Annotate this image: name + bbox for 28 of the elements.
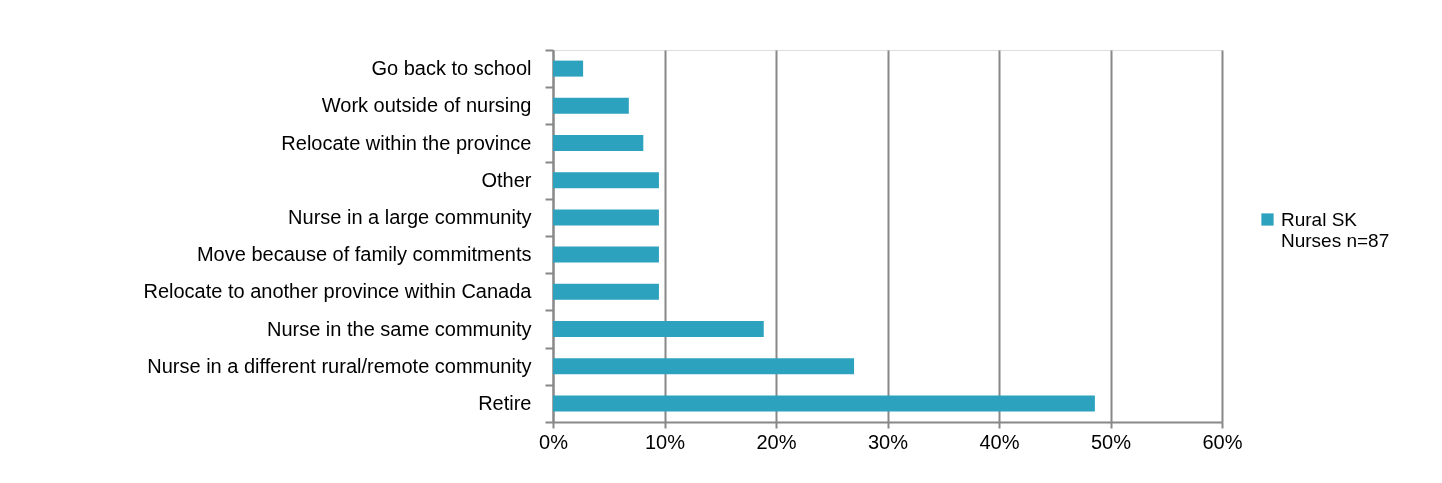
x-tick-label: 40%: [979, 430, 1020, 453]
y-tick-label: Move because of family commitments: [196, 243, 532, 266]
y-tick-label: Other: [481, 168, 532, 191]
y-tick-label: Nurse in a different rural/remote community: [147, 354, 532, 377]
y-tick-label: Relocate within the province: [281, 131, 532, 154]
y-tick-label: Nurse in the same community: [266, 317, 532, 340]
bar: [553, 97, 629, 114]
y-tick-label: Nurse in a large community: [288, 205, 532, 228]
y-tick-label: Work outside of nursing: [321, 94, 532, 117]
y-tick-label: Go back to school: [371, 57, 532, 80]
bar: [553, 60, 584, 77]
legend-label: Rural SK Nurses n=87: [1281, 208, 1390, 251]
bar: [553, 172, 659, 189]
x-tick-label: 0%: [539, 430, 569, 453]
x-tick-label: 60%: [1202, 430, 1243, 453]
x-tick-label: 10%: [644, 430, 686, 453]
bar: [553, 209, 659, 226]
bar: [553, 135, 644, 151]
y-tick-label: Relocate to another province within Canada: [143, 280, 533, 303]
bar: [553, 321, 764, 337]
x-tick-label: 20%: [756, 430, 797, 453]
bar: [553, 358, 855, 375]
bar: [553, 395, 1095, 412]
y-tick-label: Retire: [478, 391, 532, 414]
x-tick-label: 50%: [1090, 430, 1132, 453]
bar: [553, 283, 659, 300]
x-tick-label: 30%: [867, 430, 909, 453]
bar: [553, 246, 659, 263]
